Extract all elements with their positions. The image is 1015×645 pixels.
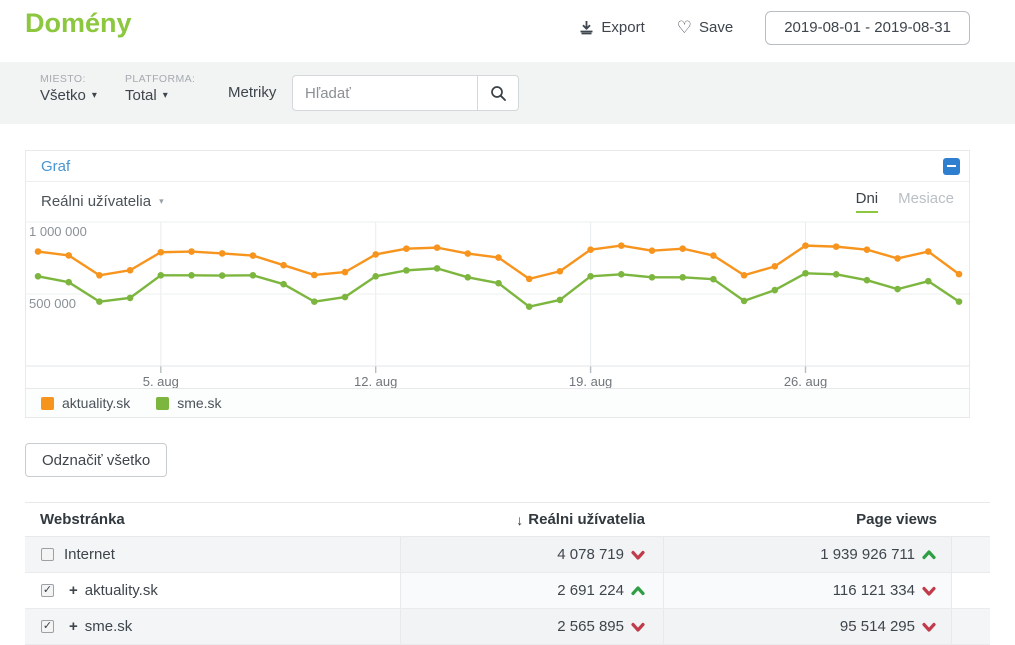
save-button[interactable]: ♡ Save xyxy=(677,19,733,36)
legend-label: sme.sk xyxy=(177,395,221,411)
table-row: ✓ + sme.sk 2 565 895 95 514 295 xyxy=(25,609,990,645)
real-users-cell: 2 691 224 xyxy=(400,573,663,608)
domains-table-body: Internet 4 078 719 1 939 926 711 ✓ + aktualit… xyxy=(25,537,990,645)
domains-table: Webstránka ↓ Reálni užívatelia Page view… xyxy=(25,502,990,645)
table-row: ✓ + aktuality.sk 2 691 224 116 121 334 xyxy=(25,573,990,609)
svg-text:26. aug: 26. aug xyxy=(784,374,827,388)
platforma-value: Total xyxy=(125,87,157,104)
metric-dropdown[interactable]: Reálni užívatelia ▾ xyxy=(41,193,164,210)
legend-item[interactable]: sme.sk xyxy=(156,395,221,411)
trend-up-icon xyxy=(922,549,936,561)
page-views-value: 95 514 295 xyxy=(840,618,915,635)
chevron-down-icon: ▾ xyxy=(159,196,164,207)
miesto-value: Všetko xyxy=(40,87,86,104)
filter-bar: MIESTO: Všetko ▾ PLATFORMA: Total ▾ Metr… xyxy=(0,62,1015,124)
trend-down-icon xyxy=(922,621,936,633)
row-checkbox[interactable]: ✓ xyxy=(41,620,54,633)
sort-desc-icon: ↓ xyxy=(516,512,523,528)
search-input[interactable] xyxy=(292,75,477,111)
chart-legend: aktuality.sk sme.sk xyxy=(26,388,969,417)
svg-text:1 000 000: 1 000 000 xyxy=(29,224,87,239)
granularity-tabs: Dni Mesiace xyxy=(856,190,954,213)
svg-text:5. aug: 5. aug xyxy=(143,374,179,388)
trend-down-icon xyxy=(631,621,645,633)
website-name: aktuality.sk xyxy=(85,582,158,599)
line-chart: 5. aug 12. aug 19. aug 26. aug 1 000 000 500 … xyxy=(26,220,969,388)
website-name: sme.sk xyxy=(85,618,133,635)
trend-down-icon xyxy=(631,549,645,561)
metric-dropdown-value: Reálni užívatelia xyxy=(41,193,151,210)
legend-label: aktuality.sk xyxy=(62,395,130,411)
export-label: Export xyxy=(601,19,644,36)
page-views-cell: 95 514 295 xyxy=(663,609,952,644)
trend-up-icon xyxy=(631,585,645,597)
page-views-value: 1 939 926 711 xyxy=(820,546,915,563)
real-users-value: 2 565 895 xyxy=(557,618,624,635)
column-header-real-users[interactable]: ↓ Reálni užívatelia xyxy=(400,503,663,536)
filler-cell xyxy=(952,537,990,572)
legend-item[interactable]: aktuality.sk xyxy=(41,395,130,411)
table-row: Internet 4 078 719 1 939 926 711 xyxy=(25,537,990,573)
filler-cell xyxy=(952,609,990,644)
search-group xyxy=(292,75,519,111)
real-users-value: 4 078 719 xyxy=(557,546,624,563)
page-views-value: 116 121 334 xyxy=(833,582,915,599)
svg-text:500 000: 500 000 xyxy=(29,296,76,311)
filler-cell xyxy=(952,573,990,608)
header-actions: Export ♡ Save 2019-08-01 - 2019-08-31 xyxy=(579,0,970,55)
expand-icon[interactable]: + xyxy=(69,582,78,599)
website-cell: ✓ + sme.sk xyxy=(25,609,400,644)
chart-card-header: Graf xyxy=(26,151,969,182)
page-title: Domény xyxy=(25,8,132,39)
platforma-dropdown[interactable]: PLATFORMA: Total ▾ xyxy=(125,73,195,104)
svg-text:19. aug: 19. aug xyxy=(569,374,612,388)
search-icon xyxy=(490,85,507,102)
platforma-label: PLATFORMA: xyxy=(125,73,195,85)
column-header-webstranka[interactable]: Webstránka xyxy=(25,503,400,536)
expand-icon[interactable]: + xyxy=(69,618,78,635)
minus-icon xyxy=(947,165,956,167)
page-views-cell: 1 939 926 711 xyxy=(663,537,952,572)
legend-swatch xyxy=(156,397,169,410)
tab-mesiace[interactable]: Mesiace xyxy=(898,190,954,213)
export-button[interactable]: Export xyxy=(579,19,644,36)
website-cell: Internet xyxy=(25,537,400,572)
chart-toolbar: Reálni užívatelia ▾ Dni Mesiace xyxy=(26,182,969,220)
chevron-down-icon: ▾ xyxy=(92,90,97,101)
tab-dni[interactable]: Dni xyxy=(856,190,879,213)
collapse-button[interactable] xyxy=(943,158,960,175)
chart-card: Graf Reálni užívatelia ▾ Dni Mesiace 5. … xyxy=(25,150,970,418)
real-users-cell: 2 565 895 xyxy=(400,609,663,644)
website-name: Internet xyxy=(64,546,115,563)
row-checkbox[interactable]: ✓ xyxy=(41,584,54,597)
deselect-all-button[interactable]: Odznačiť všetko xyxy=(25,443,167,477)
metriky-label: Metriky xyxy=(228,84,276,101)
search-button[interactable] xyxy=(477,75,519,111)
heart-icon: ♡ xyxy=(677,19,692,36)
miesto-label: MIESTO: xyxy=(40,73,97,85)
real-users-cell: 4 078 719 xyxy=(400,537,663,572)
svg-text:12. aug: 12. aug xyxy=(354,374,397,388)
download-icon xyxy=(579,20,594,35)
row-checkbox[interactable] xyxy=(41,548,54,561)
miesto-dropdown[interactable]: MIESTO: Všetko ▾ xyxy=(40,73,97,104)
real-users-value: 2 691 224 xyxy=(557,582,624,599)
column-header-page-views[interactable]: Page views xyxy=(663,503,952,536)
chart-card-title: Graf xyxy=(41,158,70,175)
save-label: Save xyxy=(699,19,733,36)
table-header-row: Webstránka ↓ Reálni užívatelia Page view… xyxy=(25,502,990,537)
page-views-cell: 116 121 334 xyxy=(663,573,952,608)
column-header-filler xyxy=(952,503,990,536)
trend-down-icon xyxy=(922,585,936,597)
date-range-picker[interactable]: 2019-08-01 - 2019-08-31 xyxy=(765,11,970,45)
legend-swatch xyxy=(41,397,54,410)
website-cell: ✓ + aktuality.sk xyxy=(25,573,400,608)
chevron-down-icon: ▾ xyxy=(163,90,168,101)
